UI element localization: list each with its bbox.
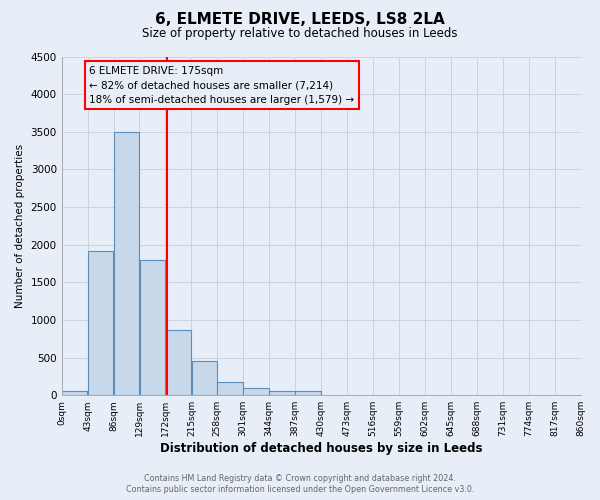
X-axis label: Distribution of detached houses by size in Leeds: Distribution of detached houses by size … xyxy=(160,442,482,455)
Bar xyxy=(244,388,269,395)
Bar xyxy=(114,132,139,395)
Bar xyxy=(166,330,191,395)
Bar xyxy=(140,260,165,395)
Bar xyxy=(217,382,243,395)
Text: Contains HM Land Registry data © Crown copyright and database right 2024.
Contai: Contains HM Land Registry data © Crown c… xyxy=(126,474,474,494)
Y-axis label: Number of detached properties: Number of detached properties xyxy=(15,144,25,308)
Text: Size of property relative to detached houses in Leeds: Size of property relative to detached ho… xyxy=(142,28,458,40)
Bar xyxy=(62,392,88,395)
Text: 6 ELMETE DRIVE: 175sqm
← 82% of detached houses are smaller (7,214)
18% of semi-: 6 ELMETE DRIVE: 175sqm ← 82% of detached… xyxy=(89,66,355,105)
Bar xyxy=(88,250,113,395)
Bar xyxy=(269,390,295,395)
Bar xyxy=(191,362,217,395)
Bar xyxy=(295,392,321,395)
Text: 6, ELMETE DRIVE, LEEDS, LS8 2LA: 6, ELMETE DRIVE, LEEDS, LS8 2LA xyxy=(155,12,445,28)
